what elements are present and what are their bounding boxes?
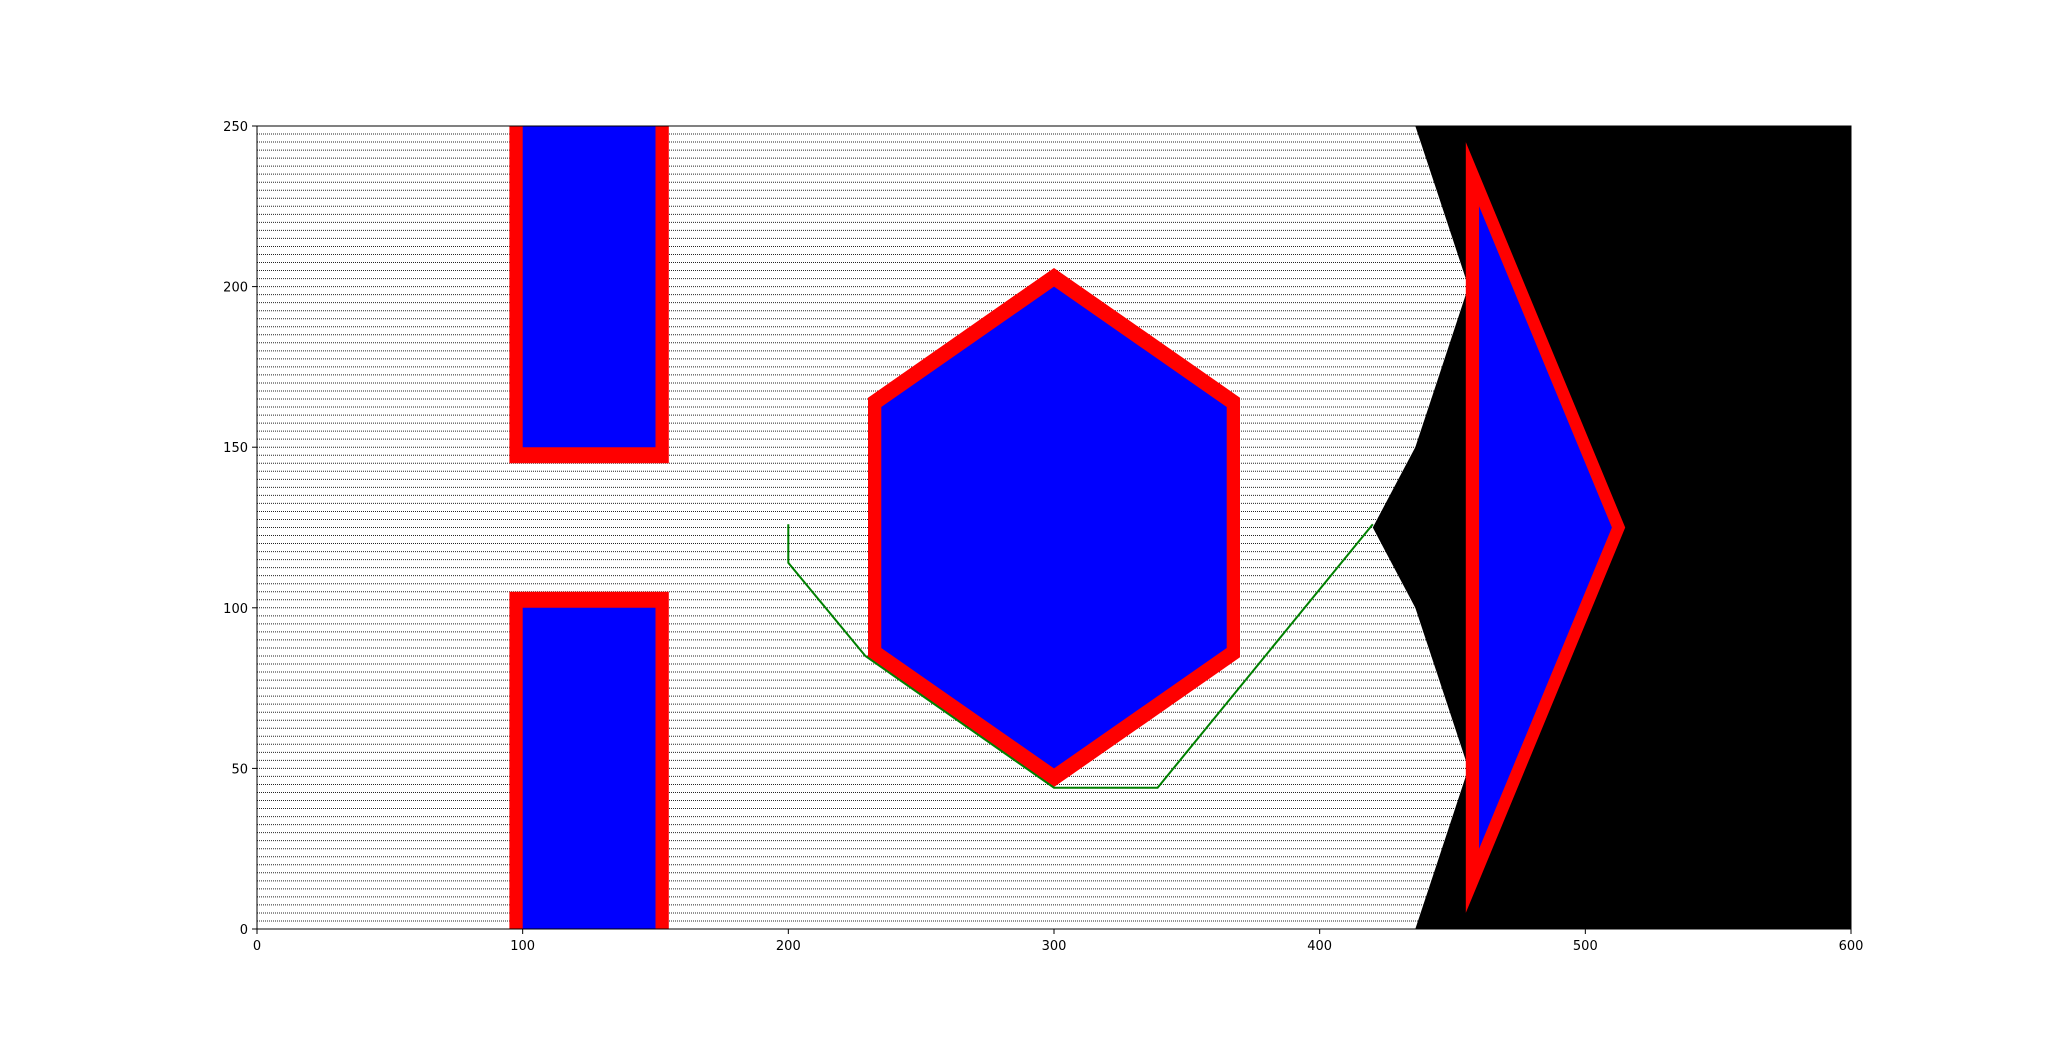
bottom-rectangle-obstacle bbox=[522, 607, 656, 929]
y-tick-label: 50 bbox=[231, 762, 248, 777]
y-tick-label: 150 bbox=[223, 441, 248, 456]
y-tick-label: 100 bbox=[223, 602, 248, 617]
x-tick-label: 300 bbox=[1042, 939, 1067, 954]
x-tick-label: 0 bbox=[253, 939, 261, 954]
y-tick-label: 0 bbox=[240, 923, 248, 938]
path-layer bbox=[787, 523, 1374, 789]
y-tick-label: 200 bbox=[223, 281, 248, 296]
triangle-obstacle bbox=[1479, 206, 1612, 849]
top-rectangle-obstacle bbox=[522, 126, 656, 448]
explored-nodes-layer bbox=[257, 125, 1469, 930]
planned-path bbox=[787, 523, 1374, 789]
x-tick-label: 200 bbox=[776, 939, 801, 954]
x-tick-label: 500 bbox=[1573, 939, 1598, 954]
x-tick-label: 100 bbox=[510, 939, 535, 954]
obstacles-layer bbox=[509, 126, 1626, 929]
y-tick-label: 250 bbox=[223, 120, 248, 135]
x-tick-label: 400 bbox=[1307, 939, 1332, 954]
x-tick-label: 600 bbox=[1839, 939, 1864, 954]
hexagon-obstacle bbox=[881, 286, 1227, 769]
axes-layer: 0 100 200 300 400 500 600 0 50 100 150 200 250 bbox=[223, 120, 1863, 954]
